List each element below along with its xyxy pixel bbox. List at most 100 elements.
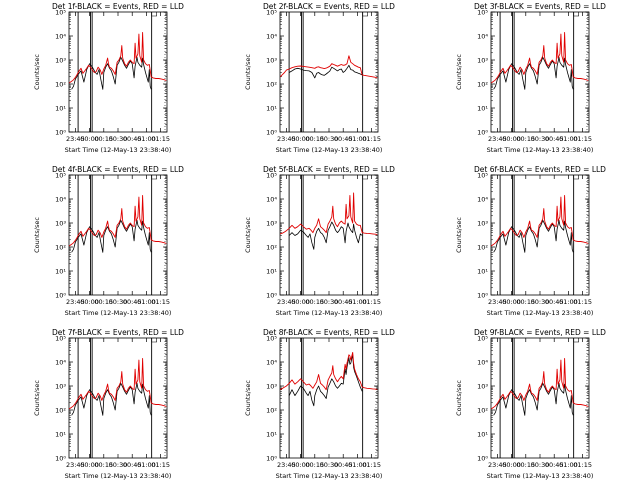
- x-tick-label: 00:00: [80, 298, 99, 306]
- y-axis-label: Counts/sec: [455, 217, 463, 253]
- y-tick-label: 10²: [477, 406, 488, 414]
- panel-det-9: Det 9f-BLACK = Events, RED = LLD Counts/s…: [455, 328, 606, 480]
- x-tick-label: 00:30: [531, 298, 550, 306]
- x-tick-label: 23:45: [488, 461, 507, 469]
- x-tick-label: 01:00: [559, 298, 578, 306]
- x-tick-label: 01:15: [362, 298, 381, 306]
- y-tick-label: 10⁵: [477, 334, 488, 342]
- y-tick-label: 10³: [266, 219, 277, 227]
- marker-tag: [151, 12, 157, 17]
- y-tick-label: 10³: [55, 219, 66, 227]
- y-axis-label: Counts/sec: [33, 217, 41, 253]
- y-tick-label: 10³: [55, 382, 66, 390]
- x-tick-label: 00:00: [291, 461, 310, 469]
- panel-title: Det 9f-BLACK = Events, RED = LLD: [474, 328, 606, 337]
- series-line-lld: [280, 192, 378, 236]
- y-tick-label: 10¹: [477, 267, 488, 275]
- x-tick-label: 00:45: [123, 298, 142, 306]
- x-axis-label: Start Time (12-May-13 23:38:40): [65, 146, 172, 154]
- series-line-lld: [279, 55, 378, 79]
- x-tick-label: 01:00: [348, 461, 367, 469]
- panel-title: Det 6f-BLACK = Events, RED = LLD: [474, 165, 606, 174]
- x-tick-label: 00:30: [320, 135, 339, 143]
- x-tick-label: 01:00: [348, 298, 367, 306]
- x-axis-label: Start Time (12-May-13 23:38:40): [65, 309, 172, 317]
- y-tick-label: 10³: [266, 56, 277, 64]
- y-tick-label: 10⁰: [55, 291, 66, 299]
- panel-title: Det 8f-BLACK = Events, RED = LLD: [263, 328, 395, 337]
- panel-det-7: Det 7f-BLACK = Events, RED = LLD Counts/s…: [33, 328, 184, 480]
- series-line-events: [288, 221, 363, 250]
- marker-tag: [573, 338, 579, 343]
- y-tick-label: 10⁰: [477, 291, 488, 299]
- series-line-events: [288, 354, 363, 407]
- y-tick-label: 10⁰: [266, 128, 277, 136]
- y-tick-label: 10⁵: [55, 334, 66, 342]
- plot-frame: [279, 337, 379, 459]
- x-tick-label: 01:15: [362, 461, 381, 469]
- y-tick-label: 10⁵: [477, 8, 488, 16]
- y-tick-label: 10⁰: [55, 128, 66, 136]
- y-tick-label: 10⁴: [266, 358, 277, 366]
- y-tick-label: 10¹: [266, 430, 277, 438]
- x-tick-label: 00:45: [123, 461, 142, 469]
- x-tick-label: 00:00: [291, 298, 310, 306]
- x-tick-label: 00:15: [94, 461, 113, 469]
- y-tick-label: 10⁰: [266, 454, 277, 462]
- x-tick-label: 00:30: [320, 461, 339, 469]
- series-line-events: [71, 382, 152, 416]
- panel-title: Det 4f-BLACK = Events, RED = LLD: [52, 165, 184, 174]
- y-tick-label: 10¹: [266, 267, 277, 275]
- x-tick-label: 00:30: [320, 298, 339, 306]
- marker-tag: [362, 175, 368, 180]
- y-tick-label: 10⁴: [477, 32, 488, 40]
- y-axis-label: Counts/sec: [244, 54, 252, 90]
- x-tick-label: 00:45: [123, 135, 142, 143]
- series-line-events: [493, 56, 574, 90]
- panel-det-8: Det 8f-BLACK = Events, RED = LLD Counts/s…: [244, 328, 395, 480]
- y-tick-label: 10⁵: [266, 8, 277, 16]
- y-tick-label: 10¹: [477, 104, 488, 112]
- x-tick-label: 00:15: [305, 461, 324, 469]
- panel-det-2: Det 2f-BLACK = Events, RED = LLD Counts/s…: [244, 2, 395, 154]
- marker-tag: [151, 175, 157, 180]
- y-axis-label: Counts/sec: [244, 217, 252, 253]
- panel-title: Det 2f-BLACK = Events, RED = LLD: [263, 2, 395, 11]
- panel-det-3: Det 3f-BLACK = Events, RED = LLD Counts/s…: [455, 2, 606, 154]
- y-tick-label: 10²: [266, 243, 277, 251]
- series-line-lld: [68, 32, 167, 84]
- y-axis-label: Counts/sec: [455, 54, 463, 90]
- y-axis-label: Counts/sec: [244, 380, 252, 416]
- marker-tag: [151, 338, 157, 343]
- y-tick-label: 10⁵: [266, 171, 277, 179]
- x-tick-label: 01:00: [137, 461, 156, 469]
- x-tick-label: 00:45: [334, 461, 353, 469]
- x-tick-label: 00:15: [94, 298, 113, 306]
- panel-title: Det 5f-BLACK = Events, RED = LLD: [263, 165, 395, 174]
- x-tick-label: 00:00: [80, 461, 99, 469]
- panel-title: Det 7f-BLACK = Events, RED = LLD: [52, 328, 184, 337]
- x-tick-label: 01:15: [573, 461, 592, 469]
- y-tick-label: 10³: [477, 56, 488, 64]
- x-tick-label: 00:15: [94, 135, 113, 143]
- series-line-lld: [490, 32, 589, 84]
- x-tick-label: 23:45: [488, 298, 507, 306]
- y-tick-label: 10³: [55, 56, 66, 64]
- x-tick-label: 01:00: [559, 135, 578, 143]
- x-tick-label: 00:45: [334, 135, 353, 143]
- y-tick-label: 10²: [477, 80, 488, 88]
- x-tick-label: 00:30: [531, 461, 550, 469]
- y-tick-label: 10¹: [266, 104, 277, 112]
- x-tick-label: 00:00: [291, 135, 310, 143]
- y-tick-label: 10²: [55, 406, 66, 414]
- x-axis-label: Start Time (12-May-13 23:38:40): [487, 146, 594, 154]
- panel-det-4: Det 4f-BLACK = Events, RED = LLD Counts/s…: [33, 165, 184, 317]
- y-tick-label: 10⁰: [477, 454, 488, 462]
- y-tick-label: 10¹: [477, 430, 488, 438]
- marker-tag: [362, 12, 368, 17]
- x-tick-label: 00:00: [502, 135, 521, 143]
- x-tick-label: 23:45: [66, 461, 85, 469]
- x-tick-label: 00:30: [109, 298, 128, 306]
- x-tick-label: 00:15: [305, 135, 324, 143]
- series-line-lld: [68, 358, 167, 410]
